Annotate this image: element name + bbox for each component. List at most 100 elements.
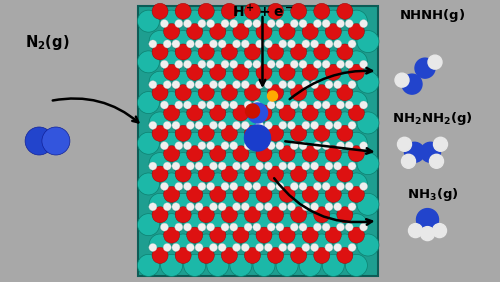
Circle shape: [290, 85, 306, 101]
Circle shape: [230, 182, 237, 190]
Circle shape: [326, 227, 342, 243]
Circle shape: [322, 223, 330, 231]
Circle shape: [326, 146, 342, 162]
Circle shape: [244, 125, 260, 141]
Circle shape: [149, 193, 171, 215]
Circle shape: [348, 162, 356, 170]
Circle shape: [346, 132, 368, 154]
Circle shape: [207, 10, 229, 32]
Circle shape: [276, 182, 284, 190]
Circle shape: [264, 153, 286, 175]
Circle shape: [184, 254, 206, 276]
Circle shape: [233, 64, 249, 80]
Circle shape: [302, 162, 310, 170]
Circle shape: [322, 173, 344, 195]
Circle shape: [184, 101, 192, 109]
Circle shape: [218, 40, 226, 48]
Circle shape: [248, 103, 268, 123]
Circle shape: [233, 24, 249, 39]
Circle shape: [175, 3, 191, 19]
Circle shape: [198, 166, 214, 182]
Circle shape: [233, 105, 249, 121]
Circle shape: [218, 71, 240, 93]
Circle shape: [420, 227, 434, 241]
Circle shape: [175, 85, 191, 101]
Circle shape: [336, 223, 344, 231]
Circle shape: [184, 132, 206, 154]
Circle shape: [195, 40, 203, 48]
Circle shape: [314, 166, 330, 182]
Circle shape: [290, 142, 298, 150]
Circle shape: [230, 20, 237, 28]
Circle shape: [302, 227, 318, 243]
Circle shape: [175, 248, 191, 263]
Circle shape: [336, 20, 344, 28]
Circle shape: [184, 60, 192, 68]
Circle shape: [348, 121, 356, 129]
Circle shape: [175, 142, 183, 150]
Circle shape: [314, 207, 330, 223]
Circle shape: [264, 121, 272, 129]
Circle shape: [195, 30, 217, 52]
Circle shape: [244, 3, 260, 19]
Circle shape: [175, 44, 191, 60]
Circle shape: [334, 243, 342, 252]
Circle shape: [198, 101, 206, 109]
Circle shape: [206, 60, 214, 68]
Circle shape: [184, 223, 192, 231]
Circle shape: [346, 254, 368, 276]
Circle shape: [230, 173, 252, 195]
Circle shape: [337, 125, 353, 141]
Circle shape: [207, 254, 229, 276]
Circle shape: [348, 186, 364, 202]
Circle shape: [218, 112, 240, 134]
Circle shape: [288, 121, 296, 129]
Circle shape: [267, 60, 275, 68]
Circle shape: [279, 227, 295, 243]
Circle shape: [230, 214, 252, 236]
Circle shape: [221, 101, 229, 109]
Circle shape: [334, 121, 342, 129]
Circle shape: [184, 182, 192, 190]
Circle shape: [198, 85, 214, 101]
Circle shape: [163, 203, 171, 211]
Circle shape: [402, 154, 415, 168]
Circle shape: [244, 248, 260, 263]
Circle shape: [138, 51, 160, 73]
Circle shape: [322, 101, 330, 109]
Circle shape: [430, 154, 444, 168]
Circle shape: [345, 182, 353, 190]
Circle shape: [253, 132, 275, 154]
Circle shape: [302, 243, 310, 252]
Circle shape: [337, 44, 353, 60]
Circle shape: [198, 3, 214, 19]
Circle shape: [325, 162, 333, 170]
Circle shape: [152, 248, 168, 263]
Circle shape: [334, 81, 342, 89]
Circle shape: [290, 60, 298, 68]
Circle shape: [290, 248, 306, 263]
Circle shape: [264, 40, 272, 48]
Circle shape: [242, 193, 264, 215]
Circle shape: [345, 20, 353, 28]
Circle shape: [337, 248, 353, 263]
Circle shape: [314, 101, 322, 109]
Circle shape: [268, 85, 283, 101]
Circle shape: [195, 243, 203, 252]
Circle shape: [138, 173, 160, 195]
Circle shape: [279, 81, 287, 89]
Circle shape: [160, 182, 168, 190]
Circle shape: [246, 104, 260, 118]
Circle shape: [198, 142, 206, 150]
Circle shape: [152, 85, 168, 101]
Circle shape: [346, 92, 368, 114]
Circle shape: [210, 146, 226, 162]
Circle shape: [322, 182, 330, 190]
Circle shape: [264, 193, 286, 215]
Circle shape: [348, 105, 364, 121]
Circle shape: [198, 248, 214, 263]
Circle shape: [164, 227, 180, 243]
Circle shape: [244, 60, 252, 68]
Circle shape: [314, 44, 330, 60]
Circle shape: [244, 20, 252, 28]
